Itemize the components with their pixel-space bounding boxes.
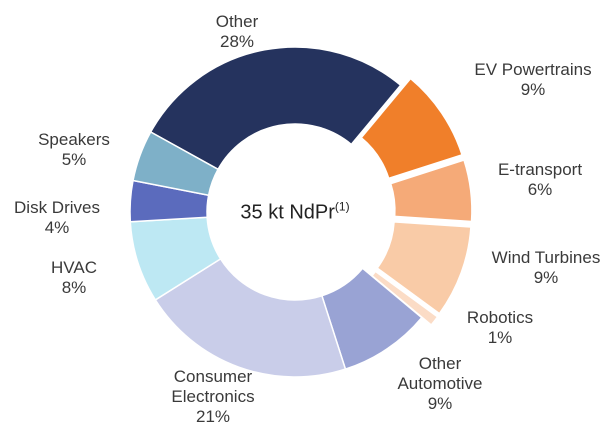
slice — [360, 77, 463, 180]
slice — [149, 46, 402, 171]
category-name: Other Automotive — [397, 354, 483, 393]
slice-label: Consumer Electronics 21% — [148, 367, 278, 427]
category-name: Disk Drives — [14, 198, 100, 217]
category-name: Robotics — [466, 308, 534, 327]
slice-label: Other 28% — [177, 12, 297, 52]
category-name: HVAC — [51, 258, 97, 277]
center-note: (1) — [334, 199, 350, 214]
category-name: Wind Turbines — [491, 248, 601, 267]
value-label: 4% — [44, 218, 70, 237]
slice — [389, 159, 473, 223]
value-label: 5% — [61, 150, 87, 169]
slice — [154, 257, 347, 378]
category-name: EV Powertrains — [474, 60, 592, 79]
slice-label: Speakers 5% — [19, 130, 129, 170]
slice — [376, 221, 472, 315]
category-name: E-transport — [497, 160, 583, 179]
slice-label: Disk Drives 4% — [0, 198, 117, 238]
category-name: Other — [215, 12, 259, 31]
value-label: 6% — [527, 180, 553, 199]
slice-label: E-transport 6% — [480, 160, 600, 200]
value-label: 8% — [61, 278, 87, 297]
value-label: 9% — [533, 268, 559, 287]
slice-label: Other Automotive 9% — [385, 354, 495, 414]
value-label: 9% — [427, 394, 453, 413]
category-name: Consumer Electronics — [171, 367, 255, 406]
value-label: 9% — [520, 80, 546, 99]
value-label: 1% — [487, 328, 513, 347]
slice-label: Robotics 1% — [450, 308, 550, 348]
category-name: Speakers — [38, 130, 110, 149]
slice — [132, 130, 220, 197]
slice-label: EV Powertrains 9% — [453, 60, 613, 100]
slice-label: Wind Turbines 9% — [466, 248, 613, 288]
value-label: 28% — [219, 32, 255, 51]
center-text: 35 kt NdPr — [240, 201, 335, 224]
value-label: 21% — [195, 407, 231, 426]
slice-label: HVAC 8% — [34, 258, 114, 298]
center-label: 35 kt NdPr(1) — [240, 200, 349, 225]
